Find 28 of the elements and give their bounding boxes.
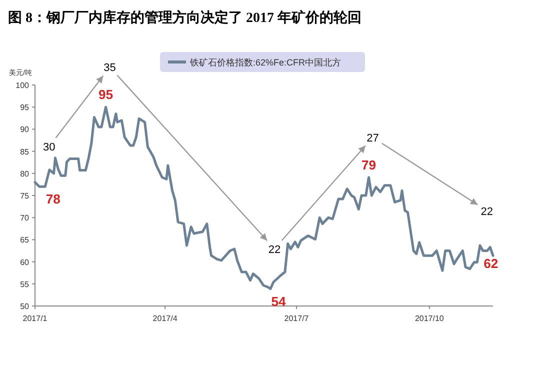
y-tick-label: 50: [20, 302, 30, 311]
y-tick-label: 75: [20, 192, 30, 200]
annotation: 30: [42, 142, 56, 154]
chart-title: 图 8：钢厂厂内库存的管理方向决定了 2017 年矿价的轮回: [8, 9, 362, 26]
y-tick-label: 90: [20, 125, 30, 134]
annotation: 79: [362, 157, 376, 172]
y-tick-label: 100: [16, 81, 30, 90]
y-tick-label: 80: [20, 169, 30, 178]
text: 35: [104, 62, 116, 74]
y-tick-label: 70: [20, 214, 30, 223]
annotation: 54: [271, 294, 286, 309]
annotation: 62: [484, 256, 498, 271]
y-tick-label: 85: [20, 147, 30, 156]
y-tick-label: 60: [20, 258, 30, 267]
x-tick-label: 2017/10: [414, 314, 444, 323]
legend-label: 铁矿石价格指数:62%Fe:CFR中国北方: [189, 58, 342, 68]
annotation: 95: [98, 87, 114, 102]
y-tick-label: 55: [20, 280, 30, 289]
y-tick-label: 95: [20, 103, 30, 112]
x-tick-label: 2017/4: [152, 314, 178, 323]
y-tick-label: 65: [20, 236, 30, 245]
x-tick-label: 2017/1: [22, 314, 48, 323]
annotation: 22: [480, 206, 494, 218]
annotation: 27: [366, 132, 379, 144]
x-tick-label: 2017/7: [284, 314, 310, 323]
annotation: 78: [46, 192, 60, 207]
annotation: 22: [268, 244, 281, 256]
legend: 铁矿石价格指数:62%Fe:CFR中国北方: [160, 52, 365, 72]
